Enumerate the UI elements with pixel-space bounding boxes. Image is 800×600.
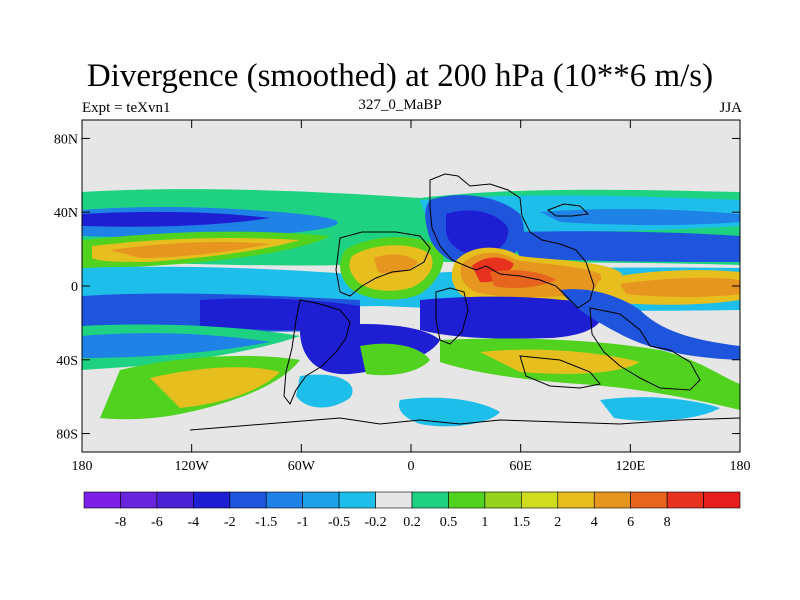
coastline [435,287,469,345]
field-blob [420,296,603,339]
run-label: 327_0_MaBP [358,97,442,113]
colorbar-swatch [411,491,449,509]
lon-tick-label: 120E [616,459,646,474]
coastline [429,173,595,309]
colorbar-label: -1.5 [255,515,277,530]
colorbar-label: 1.5 [513,515,531,530]
lat-tick-label: 40S [56,354,78,369]
colorbar-label: -1 [297,515,309,530]
lat-tick-label: 0 [71,280,78,295]
colorbar-swatch [229,491,267,509]
map-title: Divergence (smoothed) at 200 hPa (10**6 … [86,58,714,94]
field-blob [560,289,740,360]
lat-axis: 80N 40N 0 40S 80S [54,132,740,443]
lat-tick-label: 80S [56,428,78,443]
field-band [600,397,720,421]
colorbar-label: 1 [481,515,488,530]
colorbar-label: 0.5 [440,515,458,530]
lon-tick-label: 60W [288,459,316,474]
field-band [82,333,270,358]
lon-tick-label: 180 [730,459,751,474]
field-band [82,211,270,227]
field-blob [374,254,418,274]
coastlines [189,173,740,431]
colorbar-swatch [265,491,303,509]
coastline [189,417,740,431]
colorbar-label: -0.5 [328,515,350,530]
field-band [510,231,740,262]
field-band [200,298,360,331]
colorbar-swatch [557,491,595,509]
colorbar-label: 0.2 [403,515,421,530]
lon-tick-label: 180 [72,459,93,474]
experiment-label: Expt = teXvn1 [82,100,171,116]
colorbar-swatch [521,491,559,509]
colorbar-label: 2 [554,515,561,530]
field-band [110,242,270,258]
field-band [150,367,280,408]
colorbar-label: -8 [115,515,127,530]
lat-tick-label: 40N [54,206,78,221]
field-blob [620,277,740,297]
field-band [360,343,430,376]
coastline [589,307,701,391]
field-blob [446,210,509,256]
colorbar-swatch [448,491,486,509]
field-band [398,397,500,427]
divergence-field [82,189,740,427]
colorbar-swatch [83,491,121,509]
colorbar-label: -0.2 [364,515,386,530]
colorbar-swatch [375,491,413,509]
season-label: JJA [719,100,742,116]
coastline [519,355,601,389]
lon-axis: 180 120W 60W 0 60E 120E 180 [72,120,751,474]
colorbar-swatch [593,491,631,509]
colorbar: -8 -6 -4 -2 -1.5 -1 -0.5 -0.2 0.2 0.5 1 1.5 2 4 6 8 [83,491,741,530]
coastline [283,299,351,405]
colorbar-swatch [484,491,522,509]
colorbar-label: -6 [151,515,163,530]
colorbar-label: -2 [224,515,236,530]
colorbar-swatch [630,491,668,509]
colorbar-swatch [120,491,158,509]
lon-tick-label: 0 [408,459,415,474]
coastline [546,203,590,217]
colorbar-swatch [302,491,340,509]
lat-tick-label: 80N [54,132,78,147]
colorbar-swatch [338,491,376,509]
colorbar-label: 6 [627,515,634,530]
coastline [335,231,431,297]
colorbar-label: -4 [187,515,199,530]
colorbar-swatch [666,491,704,509]
colorbar-label: 4 [591,515,598,530]
lon-tick-label: 60E [509,459,532,474]
field-band [540,208,740,225]
colorbar-swatch [156,491,194,509]
colorbar-swatch [703,491,741,509]
colorbar-swatch [193,491,231,509]
lon-tick-label: 120W [175,459,210,474]
colorbar-label: 8 [664,515,671,530]
field-band [296,374,353,408]
